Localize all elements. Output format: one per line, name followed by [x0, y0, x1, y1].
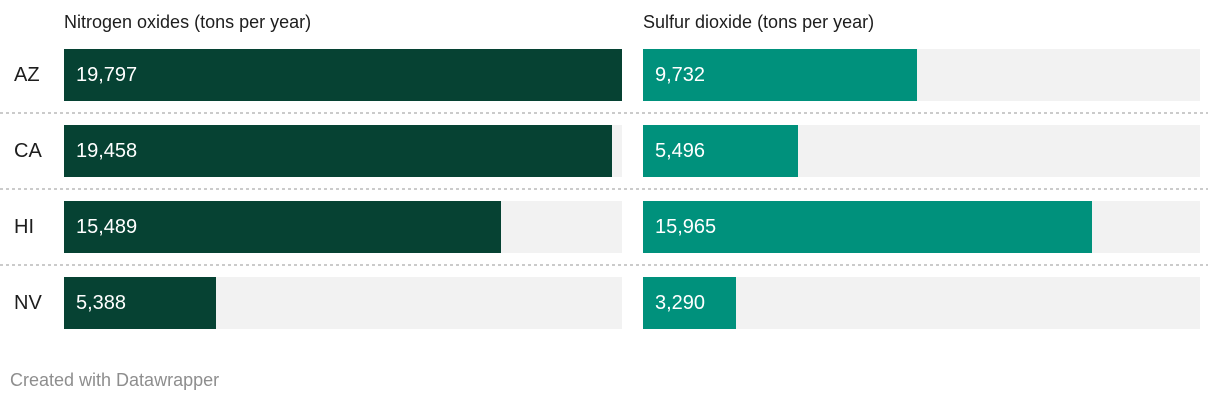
so2-bar-track: 9,732 — [643, 49, 1200, 101]
nox-bar-track: 19,458 — [64, 125, 622, 177]
row-label: CA — [14, 139, 42, 162]
nox-bar: 19,458 — [64, 125, 613, 177]
chart-row: HI 15,489 15,965 — [0, 190, 1220, 264]
credit-text: Created with Datawrapper — [10, 370, 220, 390]
nox-bar-track: 19,797 — [64, 49, 622, 101]
nox-bar-value: 15,489 — [76, 215, 138, 238]
so2-bar-track: 3,290 — [643, 277, 1200, 329]
nox-bar-value: 5,388 — [76, 291, 127, 314]
nox-bar: 15,489 — [64, 201, 501, 253]
so2-bar-value: 3,290 — [655, 291, 706, 314]
so2-bar-track: 15,965 — [643, 201, 1200, 253]
row-separator — [0, 264, 1208, 266]
so2-bar-value: 9,732 — [655, 63, 706, 86]
row-label: AZ — [14, 63, 40, 86]
column-header-sulfur-dioxide: Sulfur dioxide (tons per year) — [643, 12, 875, 32]
so2-bar: 3,290 — [643, 277, 736, 329]
nox-bar-track: 5,388 — [64, 277, 622, 329]
chart-row: NV 5,388 3,290 — [0, 266, 1220, 340]
column-header-nitrogen-oxides: Nitrogen oxides (tons per year) — [64, 12, 312, 32]
nox-bar: 5,388 — [64, 277, 216, 329]
so2-bar: 9,732 — [643, 49, 917, 101]
chart-row: CA 19,458 5,496 — [0, 114, 1220, 188]
nox-bar-value: 19,797 — [76, 63, 138, 86]
nox-bar: 19,797 — [64, 49, 622, 101]
row-label: HI — [14, 215, 34, 238]
row-label: NV — [14, 291, 42, 314]
so2-bar: 5,496 — [643, 125, 798, 177]
so2-bar-value: 5,496 — [655, 139, 706, 162]
nox-bar-track: 15,489 — [64, 201, 622, 253]
so2-bar-track: 5,496 — [643, 125, 1200, 177]
row-separator — [0, 188, 1208, 190]
row-separator — [0, 112, 1208, 114]
column-headers: Nitrogen oxides (tons per year) Sulfur d… — [0, 10, 1220, 34]
so2-bar-value: 15,965 — [655, 215, 717, 238]
split-bar-chart: Nitrogen oxides (tons per year) Sulfur d… — [0, 10, 1220, 390]
so2-bar: 15,965 — [643, 201, 1093, 253]
chart-rows: AZ 19,797 9,732 CA 19,458 5,496 HI — [0, 38, 1220, 340]
nox-bar-value: 19,458 — [76, 139, 138, 162]
chart-row: AZ 19,797 9,732 — [0, 38, 1220, 112]
